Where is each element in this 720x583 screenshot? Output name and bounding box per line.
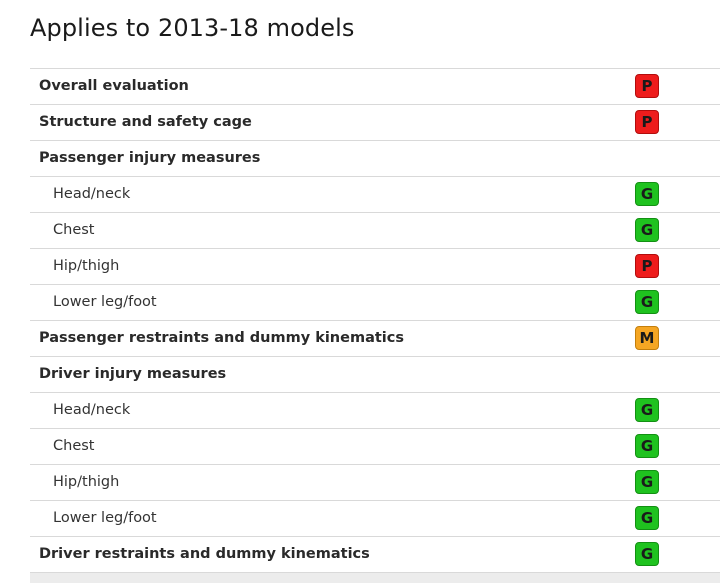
rating-row: Overall evaluation P [30, 69, 720, 105]
rating-row: Driver injury measures [30, 357, 720, 393]
page-title: Applies to 2013-18 models [30, 14, 355, 42]
rating-badge: G [635, 434, 659, 458]
rating-badge: G [635, 182, 659, 206]
rating-label: Chest [53, 222, 95, 238]
rating-badge: G [635, 290, 659, 314]
rating-subrow: Hip/thigh G [30, 465, 720, 501]
rating-badge: P [635, 254, 659, 278]
rating-badge: G [635, 470, 659, 494]
rating-subrow: Head/neck G [30, 177, 720, 213]
rating-label: Chest [53, 438, 95, 454]
rating-badge: G [635, 542, 659, 566]
rating-subrow: Lower leg/foot G [30, 285, 720, 321]
rating-badge: P [635, 74, 659, 98]
rating-badge: G [635, 506, 659, 530]
rating-row: Passenger restraints and dummy kinematic… [30, 321, 720, 357]
rating-label: Driver injury measures [39, 366, 227, 382]
rating-subrow: Lower leg/foot G [30, 501, 720, 537]
rating-label: Head/neck [53, 186, 131, 202]
ratings-table: Overall evaluation P Structure and safety … [30, 68, 720, 573]
rating-label: Lower leg/foot [53, 510, 157, 526]
rating-subrow: Chest G [30, 213, 720, 249]
rating-label: Head/neck [53, 402, 131, 418]
rating-badge: M [635, 326, 659, 350]
rating-subrow: Chest G [30, 429, 720, 465]
rating-label: Hip/thigh [53, 474, 120, 490]
rating-badge: P [635, 110, 659, 134]
rating-label: Lower leg/foot [53, 294, 157, 310]
rating-row: Structure and safety cage P [30, 105, 720, 141]
rating-label: Driver restraints and dummy kinematics [39, 546, 370, 562]
rating-badge: G [635, 398, 659, 422]
rating-label: Overall evaluation [39, 78, 189, 94]
footer-strip [30, 573, 720, 583]
rating-badge: G [635, 218, 659, 242]
rating-label: Hip/thigh [53, 258, 120, 274]
rating-label: Passenger restraints and dummy kinematic… [39, 330, 404, 346]
rating-subrow: Head/neck G [30, 393, 720, 429]
rating-label: Passenger injury measures [39, 150, 261, 166]
rating-row: Passenger injury measures [30, 141, 720, 177]
rating-row: Driver restraints and dummy kinematics G [30, 537, 720, 573]
rating-subrow: Hip/thigh P [30, 249, 720, 285]
rating-label: Structure and safety cage [39, 114, 252, 130]
